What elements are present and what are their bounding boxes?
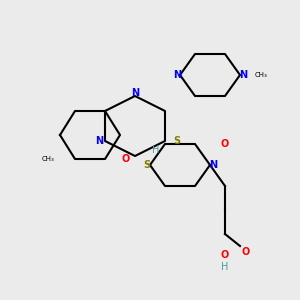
Text: O: O [221, 250, 229, 260]
Text: N: N [131, 88, 139, 98]
Text: S: S [143, 160, 151, 170]
Text: H: H [221, 262, 229, 272]
Text: N: N [173, 70, 181, 80]
Text: S: S [173, 136, 181, 146]
Text: CH₃: CH₃ [42, 156, 54, 162]
Text: H: H [152, 145, 160, 155]
Text: N: N [239, 70, 247, 80]
Text: O: O [242, 247, 250, 257]
Text: N: N [209, 160, 217, 170]
Text: O: O [122, 154, 130, 164]
Text: N: N [95, 136, 103, 146]
Text: CH₃: CH₃ [255, 72, 268, 78]
Text: O: O [221, 139, 229, 149]
